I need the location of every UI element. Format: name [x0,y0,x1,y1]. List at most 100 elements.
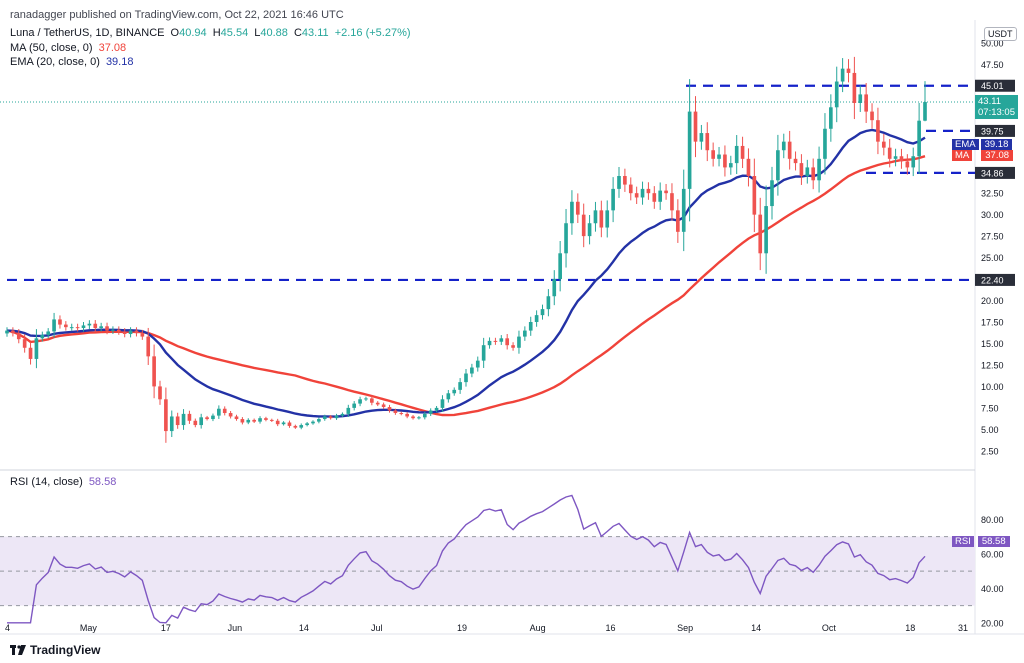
candle-body [770,180,774,207]
candle [440,395,445,412]
candle-body [864,94,868,112]
candle [611,177,615,223]
candle [52,312,56,338]
rsi-axis-tick: 80.00 [981,515,1004,525]
candle [587,214,592,245]
candle [193,418,198,428]
candle [899,148,904,169]
candle-body [152,356,156,387]
candle-body [581,214,586,237]
candle-body [134,330,139,334]
candle [505,334,510,350]
candle-body [534,315,539,322]
candle-body [281,422,286,425]
candle [870,103,874,129]
candle [558,240,562,292]
time-axis-tick: 18 [905,623,915,633]
price-axis-tick: 5.00 [981,425,999,435]
candle-body [211,415,215,420]
candle [46,328,51,339]
candle [581,203,586,248]
candle [464,369,468,387]
candle [199,413,204,429]
candle-body [858,94,863,103]
legend-symbol-row: Luna / TetherUS, 1D, BINANCE O40.94 H45.… [10,27,411,39]
candle-body [905,161,910,168]
candle [217,405,221,419]
candle [393,408,398,415]
candle [146,327,151,366]
candle-body [258,418,262,422]
candle [658,182,663,210]
candle-body [911,156,916,168]
candle-body [634,193,639,198]
candle [264,416,268,422]
candle-body [658,190,663,202]
candle [246,418,251,425]
time-axis-tick: Jun [228,623,243,633]
candle [40,331,45,342]
candle-body [829,107,833,129]
candle-body [523,330,527,337]
candle [511,342,515,351]
candle [593,201,598,232]
price-axis-tick: 30.00 [981,210,1004,220]
time-axis-tick: 19 [457,623,467,633]
candle [687,79,692,222]
candle [64,321,68,331]
candle-body [116,329,121,332]
candle-body [34,338,39,359]
candle-body [169,416,174,432]
tradingview-logo[interactable]: TradingView [10,643,100,657]
ma-tag-value: 37.08 [981,150,1014,161]
candle-body [69,327,74,329]
candle [923,81,927,122]
legend-rsi-row[interactable]: RSI (14, close) 58.58 [10,476,116,488]
candle-body [728,163,733,168]
candle-body [387,407,392,411]
candle [605,200,610,238]
candle [281,421,286,426]
candle [370,395,374,406]
rsi-axis-tick: 60.00 [981,549,1004,559]
rsi-legend-label: RSI (14, close) [10,476,83,488]
candle [540,304,545,320]
candle-body [181,413,186,426]
candle-body [628,184,633,194]
candle [546,289,551,317]
candle-body [546,296,551,310]
candle [640,181,645,205]
candle [446,389,451,403]
candle-body [764,206,768,254]
candle [346,404,351,417]
candle-body [240,419,245,423]
candle [711,142,715,167]
legend-ema-row[interactable]: EMA (20, close, 0) 39.18 [10,56,133,68]
tradingview-logo-text: TradingView [30,643,101,657]
ma-50-line [6,155,926,417]
candle [617,167,621,198]
candle [781,133,786,159]
candle [175,412,180,429]
candle [575,193,580,224]
candle [75,323,80,332]
rsi-axis-tick: 40.00 [981,584,1004,594]
price-axis-tick: 12.50 [981,360,1004,370]
legend-ma-row[interactable]: MA (50, close, 0) 37.08 [10,42,126,54]
candle-body [364,398,368,400]
candle [564,208,568,268]
candle [158,380,162,405]
candle-body [575,201,580,215]
candle [28,342,33,365]
candle [570,190,574,235]
currency-badge[interactable]: USDT [984,27,1017,41]
candle [22,334,27,353]
candle [258,416,262,424]
candle [628,177,633,201]
candle-body [681,188,686,232]
candle-body [322,416,327,420]
candle-body [734,145,739,164]
candle-body [311,421,315,424]
candle-body [440,399,445,408]
